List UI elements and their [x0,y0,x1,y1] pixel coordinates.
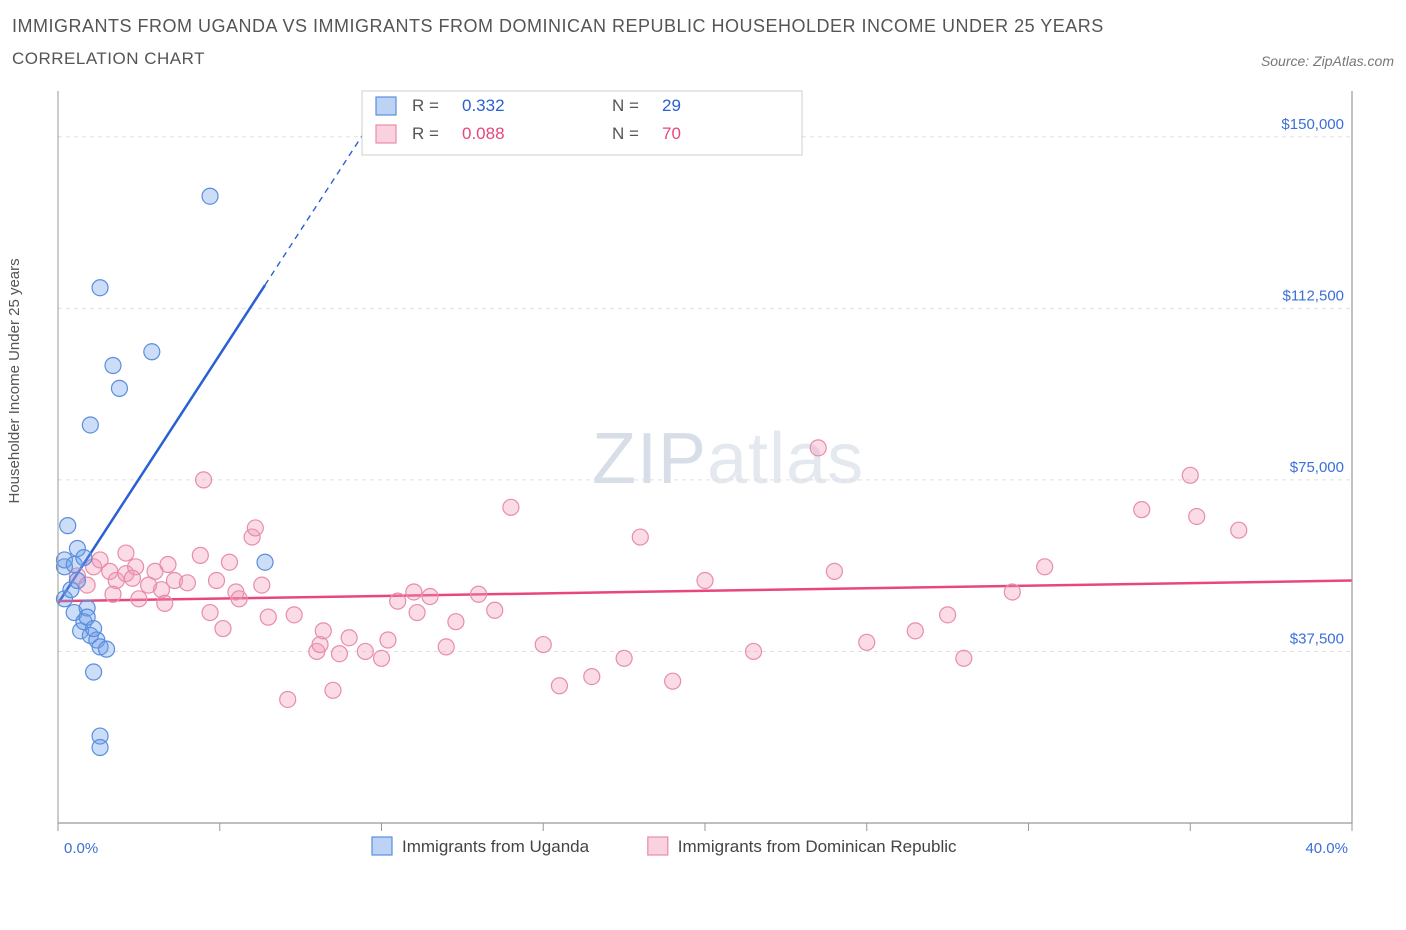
y-axis-label: Householder Income Under 25 years [6,258,23,503]
chart-subtitle: CORRELATION CHART [12,49,205,69]
svg-text:Immigrants from Dominican Repu: Immigrants from Dominican Republic [678,837,957,856]
svg-text:R =: R = [412,96,439,115]
svg-text:Immigrants from Uganda: Immigrants from Uganda [402,837,590,856]
svg-text:0.088: 0.088 [462,124,505,143]
source-credit: Source: ZipAtlas.com [1261,53,1394,69]
svg-text:0.332: 0.332 [462,96,505,115]
svg-text:29: 29 [662,96,681,115]
svg-text:$75,000: $75,000 [1290,459,1344,476]
svg-text:0.0%: 0.0% [64,840,98,857]
svg-text:$112,500: $112,500 [1283,287,1344,304]
chart-title: IMMIGRANTS FROM UGANDA VS IMMIGRANTS FRO… [12,12,1104,41]
svg-text:70: 70 [662,124,681,143]
svg-text:$37,500: $37,500 [1290,630,1344,647]
svg-text:40.0%: 40.0% [1305,840,1348,857]
svg-text:ZIPatlas: ZIPatlas [592,419,864,499]
svg-text:N =: N = [612,96,639,115]
svg-text:R =: R = [412,124,439,143]
svg-text:$150,000: $150,000 [1281,116,1344,133]
svg-text:N =: N = [612,124,639,143]
correlation-scatter-chart: ZIPatlas 0.0% 40.0% $37,500 $75,000 $112,500 $… [12,83,1362,863]
